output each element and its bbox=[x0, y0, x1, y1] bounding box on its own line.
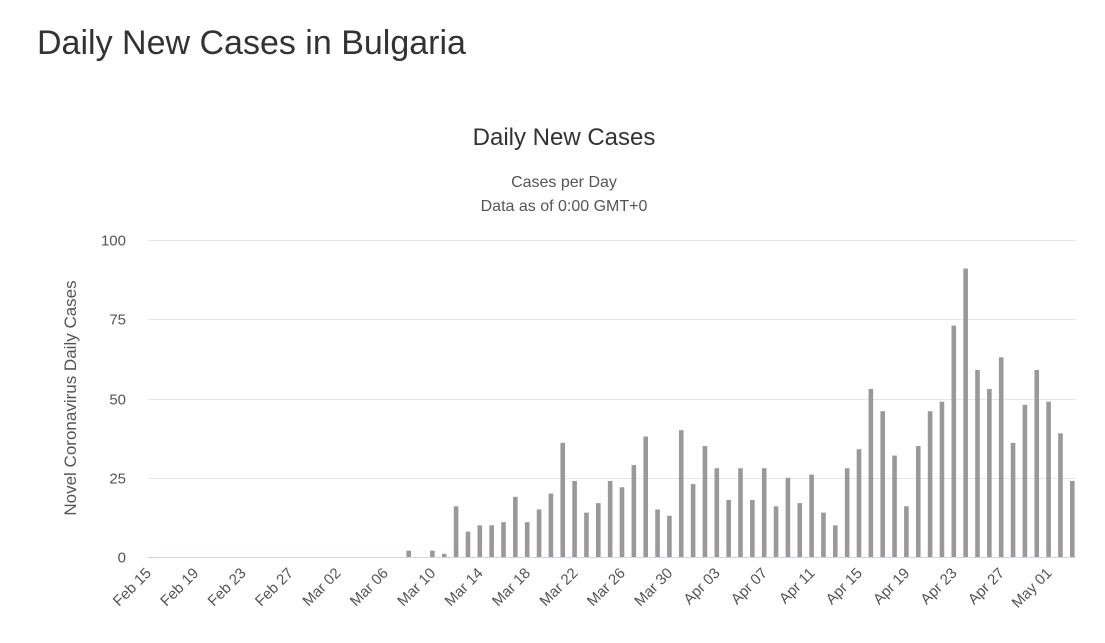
bar[interactable] bbox=[690, 484, 696, 557]
bar[interactable] bbox=[678, 430, 684, 557]
bar[interactable] bbox=[738, 468, 743, 557]
bar[interactable] bbox=[904, 506, 909, 557]
bar[interactable] bbox=[998, 357, 1004, 557]
chart-subtitle-line-1: Cases per Day bbox=[511, 174, 617, 191]
bar[interactable] bbox=[1022, 404, 1028, 557]
chart-subtitle-line-2: Data as of 0:00 GMT+0 bbox=[481, 198, 648, 215]
bar[interactable] bbox=[548, 493, 554, 557]
x-tick-label: Feb 15 bbox=[110, 565, 155, 610]
bar[interactable] bbox=[1046, 401, 1051, 557]
bar[interactable] bbox=[1010, 442, 1016, 557]
y-tick-label: 75 bbox=[109, 312, 126, 329]
bar[interactable] bbox=[536, 509, 542, 557]
bar[interactable] bbox=[951, 325, 957, 557]
bar[interactable] bbox=[975, 369, 980, 557]
bar[interactable] bbox=[915, 446, 921, 557]
bar[interactable] bbox=[430, 550, 435, 557]
gridlines bbox=[148, 240, 1076, 479]
bar[interactable] bbox=[1034, 369, 1040, 557]
x-tick-label: Feb 19 bbox=[157, 565, 202, 610]
y-axis-label: Novel Coronavirus Daily Cases bbox=[61, 280, 80, 515]
x-tick-label: Apr 03 bbox=[680, 565, 723, 608]
bar[interactable] bbox=[939, 401, 945, 557]
y-tick-labels: 0 25 50 75 100 bbox=[101, 233, 126, 567]
bar[interactable] bbox=[856, 449, 862, 557]
bar[interactable] bbox=[441, 553, 447, 557]
y-tick-label: 100 bbox=[101, 233, 126, 250]
bar[interactable] bbox=[501, 522, 506, 557]
bar[interactable] bbox=[489, 525, 494, 557]
x-tick-label: May 01 bbox=[1009, 565, 1056, 612]
bar[interactable] bbox=[524, 522, 530, 557]
bar[interactable] bbox=[809, 474, 814, 557]
bar[interactable] bbox=[465, 531, 471, 557]
x-tick-label: Mar 10 bbox=[394, 565, 439, 610]
bar[interactable] bbox=[631, 465, 637, 557]
bar[interactable] bbox=[596, 503, 601, 557]
bar[interactable] bbox=[844, 468, 850, 557]
bar[interactable] bbox=[513, 496, 518, 557]
bar[interactable] bbox=[773, 506, 779, 557]
y-tick-label: 50 bbox=[109, 392, 126, 409]
bar[interactable] bbox=[927, 411, 933, 557]
x-tick-label: Feb 23 bbox=[205, 565, 250, 610]
bars bbox=[406, 268, 1075, 557]
y-tick-label: 0 bbox=[118, 550, 126, 567]
y-tick-label: 25 bbox=[109, 471, 126, 488]
bar[interactable] bbox=[619, 487, 625, 557]
x-tick-label: Apr 23 bbox=[917, 565, 960, 608]
x-tick-label: Mar 26 bbox=[584, 565, 629, 610]
x-tick-label: Apr 07 bbox=[728, 565, 771, 608]
bar[interactable] bbox=[453, 506, 459, 557]
bar[interactable] bbox=[477, 525, 483, 557]
x-tick-label: Mar 14 bbox=[442, 565, 487, 610]
bar[interactable] bbox=[643, 436, 648, 557]
x-tick-label: Feb 27 bbox=[252, 565, 297, 610]
x-tick-label: Mar 18 bbox=[489, 565, 534, 610]
bar[interactable] bbox=[1070, 480, 1075, 557]
x-tick-label: Apr 19 bbox=[870, 565, 913, 608]
bar[interactable] bbox=[584, 512, 589, 557]
bar[interactable] bbox=[797, 503, 803, 557]
bar[interactable] bbox=[726, 499, 731, 557]
bar[interactable] bbox=[833, 525, 838, 557]
bar[interactable] bbox=[761, 468, 767, 557]
bar[interactable] bbox=[406, 550, 411, 557]
x-tick-label: Mar 30 bbox=[631, 565, 676, 610]
x-tick-label: Mar 22 bbox=[536, 565, 581, 610]
bar[interactable] bbox=[667, 515, 672, 557]
x-tick-label: Apr 27 bbox=[965, 565, 1008, 608]
bar[interactable] bbox=[785, 477, 791, 557]
x-tick-label: Apr 15 bbox=[823, 565, 866, 608]
bar[interactable] bbox=[750, 499, 755, 557]
bar[interactable] bbox=[987, 388, 992, 557]
chart-title: Daily New Cases bbox=[473, 124, 656, 151]
bar[interactable] bbox=[1058, 433, 1063, 557]
x-tick-label: Mar 06 bbox=[347, 565, 392, 610]
page-title: Daily New Cases in Bulgaria bbox=[37, 24, 466, 62]
bar[interactable] bbox=[714, 468, 720, 557]
bar[interactable] bbox=[607, 480, 613, 557]
bar[interactable] bbox=[702, 446, 708, 557]
bar[interactable] bbox=[963, 268, 968, 557]
bar[interactable] bbox=[868, 388, 874, 557]
bar[interactable] bbox=[821, 512, 826, 557]
x-tick-labels: Feb 15 Feb 19 Feb 23 Feb 27 Mar 02 Mar 06 Mar … bbox=[110, 565, 1056, 612]
bar[interactable] bbox=[572, 480, 577, 557]
x-tick-label: Apr 11 bbox=[776, 565, 818, 607]
bar[interactable] bbox=[655, 509, 660, 557]
bar[interactable] bbox=[892, 455, 897, 557]
x-tick-label: Mar 02 bbox=[299, 565, 344, 610]
bar[interactable] bbox=[880, 411, 885, 557]
bar[interactable] bbox=[560, 442, 566, 557]
